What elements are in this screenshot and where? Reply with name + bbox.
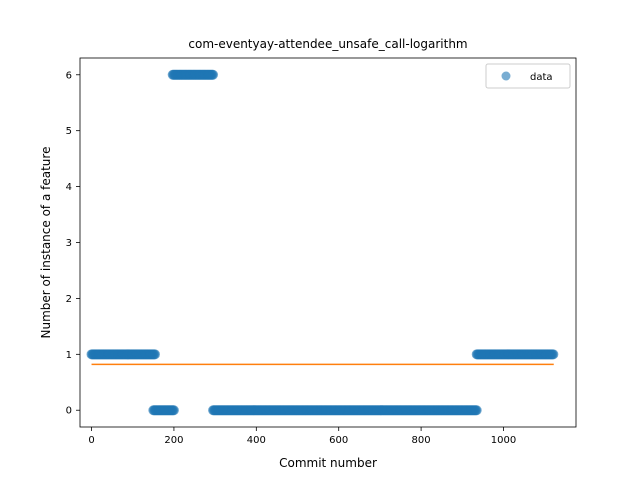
y-tick-label: 2	[66, 294, 72, 305]
data-point	[149, 349, 160, 360]
legend-label: data	[530, 72, 553, 83]
plot-area	[86, 69, 559, 416]
legend-box	[485, 63, 571, 89]
legend-marker	[501, 71, 511, 81]
y-tick-label: 6	[66, 70, 72, 81]
y-axis: 0 1 2 3 4 5 6	[66, 70, 80, 417]
x-tick-label: 0	[88, 435, 94, 446]
x-tick-label: 400	[247, 435, 266, 446]
legend: data	[485, 63, 571, 89]
x-tick-label: 200	[164, 435, 183, 446]
x-tick-label: 800	[412, 435, 431, 446]
x-axis: 0 200 400 600 800 1000	[88, 427, 516, 446]
data-point	[471, 405, 482, 416]
y-tick-label: 1	[66, 350, 72, 361]
y-tick-label: 4	[66, 182, 72, 193]
x-tick-label: 600	[329, 435, 348, 446]
x-axis-label: Commit number	[279, 456, 377, 470]
y-axis-label: Number of instance of a feature	[39, 147, 53, 339]
data-point	[168, 405, 179, 416]
y-tick-label: 3	[66, 238, 72, 249]
y-tick-label: 5	[66, 126, 72, 137]
y-tick-label: 0	[66, 406, 72, 417]
data-point	[208, 69, 219, 80]
data-point	[548, 349, 559, 360]
x-tick-label: 1000	[491, 435, 516, 446]
chart-title: com-eventyay-attendee_unsafe_call-logari…	[188, 37, 467, 51]
